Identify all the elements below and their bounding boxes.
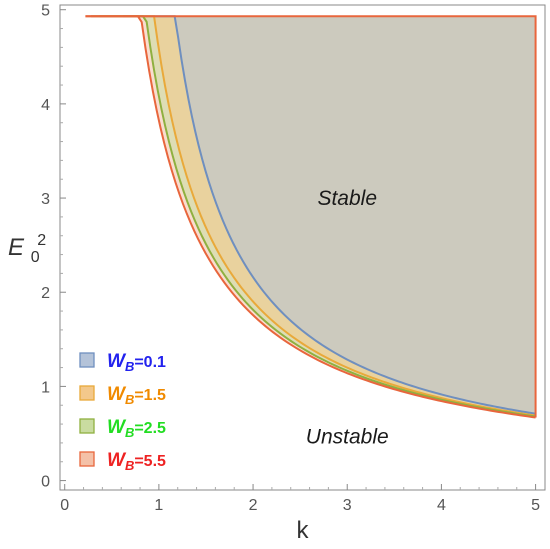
- stable-region-label: Stable: [317, 187, 377, 210]
- x-tick-label: 0: [60, 497, 69, 514]
- y-tick-label: 0: [41, 474, 50, 491]
- legend-swatch: [79, 352, 95, 368]
- x-tick-label: 5: [531, 497, 540, 514]
- y-axis-label-base: E: [8, 234, 25, 261]
- boundary-curve-wb-2-5: [91, 15, 536, 418]
- y-axis-ticks: 0 1 2 3 4 5: [41, 3, 66, 491]
- legend-label: WB=0.1: [107, 351, 166, 374]
- y-tick-label: 4: [41, 97, 50, 114]
- legend-label: WB=5.5: [107, 450, 166, 473]
- unstable-region-label: Unstable: [306, 425, 389, 448]
- y-tick-label: 3: [41, 191, 50, 208]
- stability-areas: [85, 16, 536, 418]
- region-outer-edge: [85, 15, 537, 418]
- boundary-curve-wb-5-5: [85, 15, 536, 419]
- x-tick-label: 2: [249, 497, 258, 514]
- legend-swatch: [79, 451, 95, 467]
- y-tick-label: 5: [41, 3, 50, 20]
- legend-label: WB=2.5: [107, 417, 166, 440]
- x-axis-ticks: 0 1 2 3 4 5: [60, 484, 540, 514]
- y-axis-label-sup: 2: [37, 232, 46, 249]
- legend-label: WB=1.5: [107, 384, 166, 407]
- boundary-curve-wb-0-1: [123, 15, 536, 415]
- boundary-curve-wb-1-5: [99, 15, 536, 417]
- x-axis-label: k: [297, 517, 310, 544]
- legend: WB=0.1 WB=1.5 WB=2.5 WB=5.5: [79, 351, 166, 473]
- legend-swatch: [79, 385, 95, 401]
- y-tick-label: 2: [41, 285, 50, 302]
- y-tick-label: 1: [41, 379, 50, 396]
- x-tick-label: 4: [437, 497, 446, 514]
- x-tick-label: 3: [343, 497, 352, 514]
- y-axis-label-sub: 0: [31, 249, 40, 266]
- boundary-curves: [85, 15, 537, 419]
- legend-swatch: [79, 418, 95, 434]
- plot-frame: [59, 4, 546, 491]
- stable-area-wb-0-1: [123, 16, 536, 414]
- x-tick-label: 1: [154, 497, 163, 514]
- y-axis-label: E 0 2: [8, 232, 46, 268]
